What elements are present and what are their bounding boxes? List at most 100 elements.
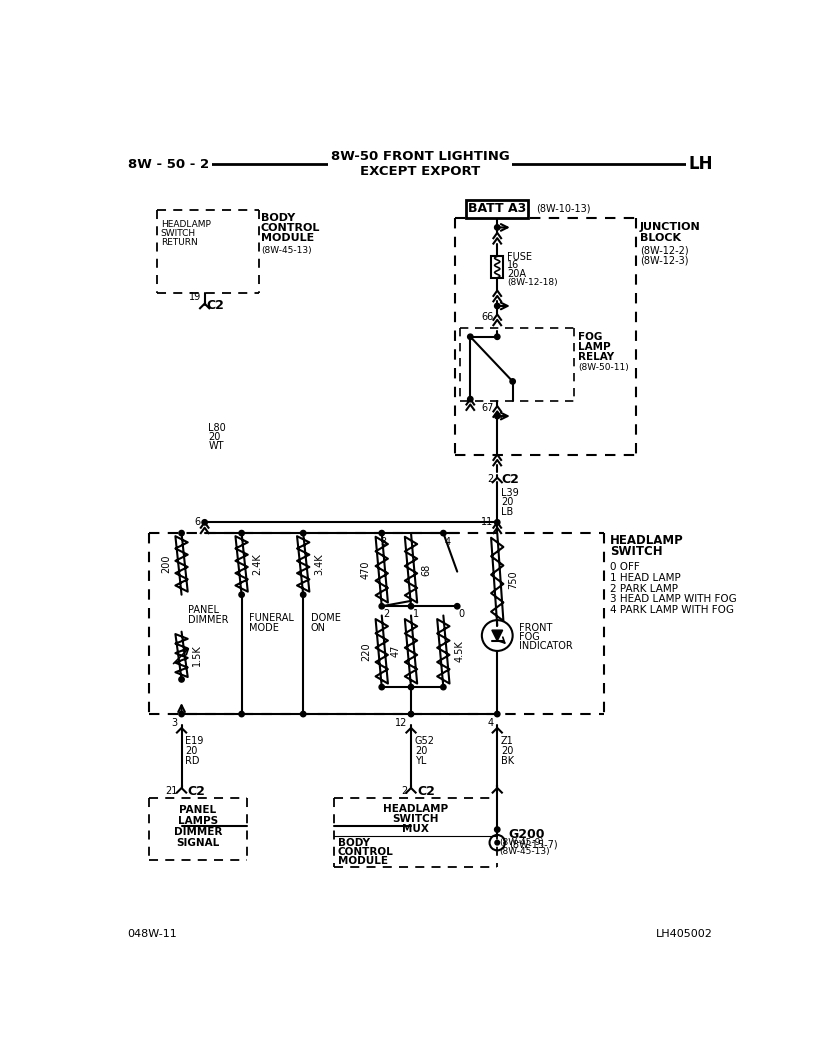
Text: SIGNAL: SIGNAL — [176, 837, 219, 848]
Text: 2: 2 — [400, 786, 407, 796]
Text: 20: 20 — [414, 746, 427, 756]
Text: BK: BK — [500, 756, 514, 766]
Text: 19: 19 — [188, 293, 201, 302]
Text: 21: 21 — [165, 786, 178, 796]
Circle shape — [494, 827, 500, 832]
Text: RELAY: RELAY — [577, 352, 613, 362]
Text: 2 PARK LAMP: 2 PARK LAMP — [609, 584, 676, 593]
Text: 3.4K: 3.4K — [314, 553, 324, 575]
Text: 8W-50 FRONT LIGHTING
EXCEPT EXPORT: 8W-50 FRONT LIGHTING EXCEPT EXPORT — [331, 151, 509, 178]
Circle shape — [494, 334, 500, 340]
Text: 8W - 50 - 2: 8W - 50 - 2 — [128, 158, 209, 171]
Text: 470: 470 — [360, 560, 370, 579]
Text: C2: C2 — [501, 473, 519, 486]
Circle shape — [440, 530, 446, 536]
Circle shape — [467, 397, 473, 402]
Circle shape — [378, 604, 384, 609]
Text: Z1: Z1 — [500, 736, 514, 746]
Text: 0 OFF: 0 OFF — [609, 562, 639, 572]
Text: RETURN: RETURN — [161, 239, 197, 247]
Bar — [466, 201, 527, 219]
Polygon shape — [491, 630, 502, 641]
Text: 66: 66 — [481, 312, 493, 321]
Text: PANEL: PANEL — [179, 805, 216, 815]
Text: SWITCH: SWITCH — [392, 814, 438, 823]
Text: MUX: MUX — [401, 823, 428, 834]
Text: PANEL: PANEL — [188, 605, 219, 615]
Text: 20: 20 — [500, 746, 513, 756]
Text: C2: C2 — [206, 299, 224, 312]
Text: G52: G52 — [414, 736, 434, 746]
Text: 47: 47 — [390, 645, 400, 658]
Circle shape — [179, 530, 184, 536]
Circle shape — [238, 530, 244, 536]
Text: E19: E19 — [185, 736, 204, 746]
Text: 4: 4 — [486, 718, 493, 728]
Text: DOME: DOME — [310, 613, 341, 623]
Circle shape — [495, 840, 499, 845]
Text: 67: 67 — [481, 403, 493, 414]
Text: HEADLAMP: HEADLAMP — [609, 535, 682, 547]
Text: (8W-12-3): (8W-12-3) — [639, 256, 687, 265]
Text: 12: 12 — [394, 718, 407, 728]
Text: (8W-50-11): (8W-50-11) — [577, 363, 628, 372]
Text: 3: 3 — [380, 537, 386, 547]
Circle shape — [408, 604, 414, 609]
Text: CONTROL: CONTROL — [260, 223, 320, 233]
Circle shape — [201, 520, 207, 525]
Text: CONTROL: CONTROL — [337, 847, 393, 857]
Circle shape — [494, 520, 500, 525]
Text: 4.5K: 4.5K — [454, 641, 464, 662]
Text: (8W-15-7): (8W-15-7) — [508, 840, 557, 850]
Circle shape — [408, 684, 414, 690]
Circle shape — [238, 711, 244, 717]
Text: YL: YL — [414, 756, 426, 766]
Circle shape — [494, 414, 500, 419]
Circle shape — [300, 711, 305, 717]
Text: LH: LH — [687, 155, 712, 173]
Text: 20: 20 — [185, 746, 197, 756]
Circle shape — [408, 711, 414, 717]
Text: FUSE: FUSE — [507, 251, 532, 262]
Circle shape — [179, 677, 184, 682]
Text: 20A: 20A — [507, 268, 526, 279]
Text: 68: 68 — [421, 563, 432, 576]
Circle shape — [378, 684, 384, 690]
Text: SWITCH: SWITCH — [609, 545, 662, 558]
Text: DIMMER: DIMMER — [174, 827, 222, 837]
Text: 2.4K: 2.4K — [252, 553, 262, 575]
Text: MODULE: MODULE — [260, 233, 314, 243]
Circle shape — [179, 711, 184, 717]
Text: 3: 3 — [171, 718, 178, 728]
Text: INDICATOR: INDICATOR — [518, 641, 572, 651]
Circle shape — [509, 379, 514, 384]
Text: LAMPS: LAMPS — [178, 816, 218, 827]
Text: DIMMER: DIMMER — [188, 615, 228, 625]
Text: (8W-45-13): (8W-45-13) — [260, 246, 311, 255]
Text: G200: G200 — [508, 829, 545, 841]
Text: 2: 2 — [382, 609, 389, 619]
Text: FRONT: FRONT — [518, 623, 551, 632]
Circle shape — [467, 334, 473, 340]
Text: BATT A3: BATT A3 — [468, 203, 526, 215]
Text: 048W-11: 048W-11 — [128, 929, 177, 939]
Text: 750: 750 — [508, 570, 518, 589]
Text: WT: WT — [208, 441, 224, 451]
Text: FOG: FOG — [577, 332, 602, 342]
Text: (8W-12-18): (8W-12-18) — [507, 278, 557, 288]
Text: JUNCTION: JUNCTION — [639, 223, 699, 232]
Text: BODY: BODY — [260, 213, 295, 223]
Text: SWITCH: SWITCH — [161, 229, 196, 238]
Text: (8W-45-9): (8W-45-9) — [499, 838, 544, 847]
Text: MODE: MODE — [249, 623, 278, 632]
Text: 1: 1 — [412, 609, 419, 619]
Text: L39: L39 — [500, 488, 518, 498]
Text: 220: 220 — [360, 642, 370, 661]
Text: 16: 16 — [507, 260, 519, 271]
Text: BLOCK: BLOCK — [639, 233, 680, 243]
Text: HEADLAMP: HEADLAMP — [161, 220, 210, 229]
Circle shape — [494, 711, 500, 717]
Text: 20: 20 — [208, 432, 220, 441]
Text: (8W-45-13): (8W-45-13) — [499, 848, 550, 856]
Circle shape — [300, 530, 305, 536]
